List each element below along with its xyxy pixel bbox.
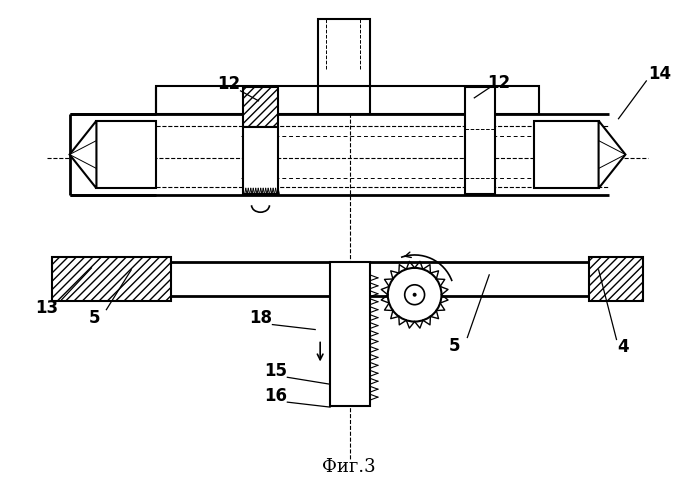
Bar <box>243 87 278 127</box>
Bar <box>243 87 278 127</box>
Text: 13: 13 <box>35 299 58 317</box>
Circle shape <box>388 268 442 322</box>
Text: 12: 12 <box>488 74 511 92</box>
Bar <box>243 127 278 194</box>
Text: 12: 12 <box>217 75 240 93</box>
Circle shape <box>405 285 424 305</box>
Polygon shape <box>70 121 96 188</box>
Bar <box>330 262 370 406</box>
Bar <box>156 262 598 296</box>
Text: 16: 16 <box>264 387 287 405</box>
Bar <box>534 121 598 188</box>
Bar <box>156 86 539 114</box>
Circle shape <box>412 293 417 297</box>
Bar <box>466 87 495 194</box>
Bar <box>589 257 643 301</box>
Text: 18: 18 <box>249 309 272 327</box>
Bar <box>318 19 370 87</box>
Bar <box>52 257 171 301</box>
Text: 4: 4 <box>618 338 629 356</box>
Text: 14: 14 <box>648 65 671 83</box>
Polygon shape <box>598 121 626 188</box>
Text: Фиг.3: Фиг.3 <box>322 458 376 476</box>
Bar <box>96 121 156 188</box>
Bar <box>52 257 171 301</box>
Text: 5: 5 <box>89 309 100 327</box>
Text: 5: 5 <box>449 337 460 355</box>
Text: 15: 15 <box>264 362 287 380</box>
Bar <box>589 257 643 301</box>
